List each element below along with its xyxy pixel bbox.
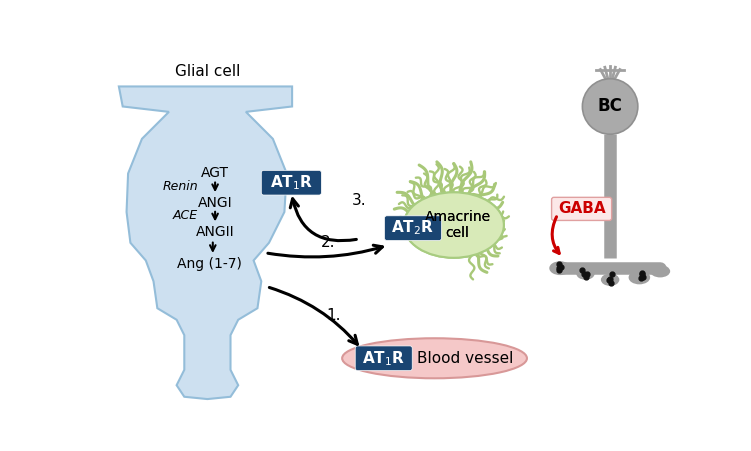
FancyBboxPatch shape [261,170,321,195]
Ellipse shape [404,192,504,258]
Ellipse shape [576,267,595,280]
Text: GABA: GABA [558,202,605,216]
Text: Amacrine
cell: Amacrine cell [424,210,490,240]
Text: 3.: 3. [352,193,366,208]
FancyBboxPatch shape [385,216,442,240]
Ellipse shape [342,338,527,378]
Text: Amacrine
cell: Amacrine cell [424,210,490,240]
Text: ANGII: ANGII [196,225,234,239]
Ellipse shape [650,265,670,277]
Ellipse shape [601,274,620,286]
Text: ANGI: ANGI [198,196,232,210]
FancyBboxPatch shape [551,198,611,221]
Text: AT$_1$R: AT$_1$R [362,349,406,368]
Text: ACE: ACE [173,209,198,222]
Text: BC: BC [598,97,623,115]
Text: 2.: 2. [321,235,335,249]
Text: AT$_2$R: AT$_2$R [391,218,435,237]
Text: Glial cell: Glial cell [175,64,240,78]
Text: AT$_1$R: AT$_1$R [270,173,313,192]
Text: AGT: AGT [201,166,229,180]
Ellipse shape [582,79,638,134]
Text: Renin: Renin [162,180,198,193]
Ellipse shape [549,261,571,275]
FancyBboxPatch shape [355,346,412,371]
Ellipse shape [404,192,504,258]
Text: Blood vessel: Blood vessel [417,351,514,366]
Ellipse shape [629,271,650,284]
Text: 1.: 1. [327,308,341,323]
Text: Ang (1-7): Ang (1-7) [177,257,242,271]
Polygon shape [119,87,292,399]
